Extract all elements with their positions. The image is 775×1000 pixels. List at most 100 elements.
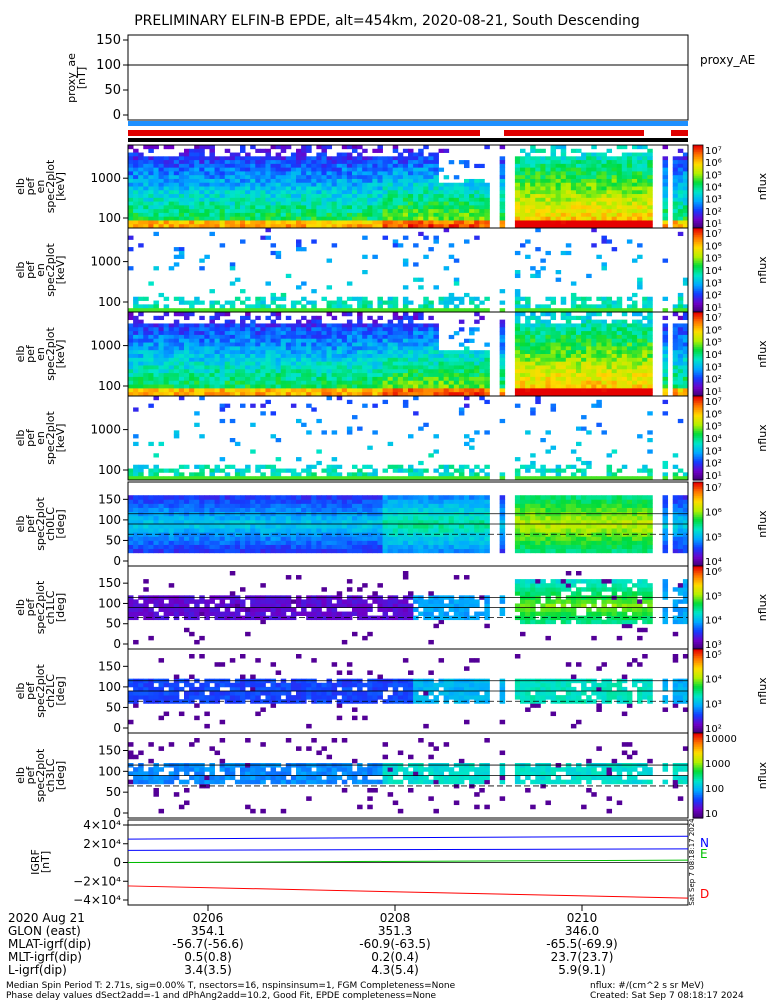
spectrogram-cell: [402, 167, 409, 172]
spectrogram-cell: [662, 376, 669, 382]
spectrogram-cell: [581, 369, 587, 374]
spectrogram-cell: [560, 148, 567, 153]
spectrogram-cell: [138, 182, 144, 187]
spectrogram-cell: [672, 167, 679, 172]
spectrogram-cell: [158, 292, 165, 298]
spectrogram-cell: [357, 468, 363, 473]
spectrogram-cell: [229, 350, 236, 355]
spectrogram-cell: [255, 468, 261, 473]
spectrogram-cell: [250, 354, 256, 359]
spectrogram-cell: [357, 171, 363, 176]
spectrogram-cell: [296, 212, 302, 218]
spectrogram-cell: [168, 220, 175, 225]
spectrogram-cell: [464, 209, 470, 214]
spectrogram-cell: [296, 190, 302, 195]
spectrogram-cell: [296, 285, 302, 290]
spectrogram-cell: [621, 145, 628, 150]
spectrogram-cell: [372, 156, 378, 161]
spectrogram-cell: [280, 296, 287, 301]
spectrogram-cell: [682, 220, 689, 225]
spectrogram-cell: [275, 342, 282, 347]
spectrogram-cell: [530, 369, 536, 374]
spectrogram-cell: [245, 384, 251, 389]
spectrogram-cell: [662, 258, 669, 263]
spectrogram-cell: [682, 304, 689, 309]
spectrogram-cell: [240, 148, 246, 153]
spectrogram-cell: [586, 197, 592, 202]
spectrogram-cell: [336, 472, 343, 477]
spectrogram-cell: [229, 361, 236, 366]
spectrogram-cell: [453, 220, 460, 225]
spectrogram-cell: [362, 300, 368, 305]
spectrogram-cell: [565, 373, 572, 378]
spectrogram-cell: [632, 369, 638, 374]
spectrogram-cell: [133, 388, 139, 393]
spectrogram-cell: [530, 197, 536, 202]
spectrogram-cell: [616, 145, 623, 150]
spectrogram-cell: [591, 388, 597, 393]
spectrogram-cell: [479, 201, 485, 206]
spectrogram-cell: [677, 384, 684, 389]
spectrogram-cell: [423, 194, 429, 199]
spectrogram-cell: [245, 171, 251, 176]
spectrogram-cell: [626, 194, 633, 199]
spectrogram-cell: [382, 354, 389, 359]
spectrogram-cell: [428, 212, 434, 218]
spectrogram-cell: [520, 182, 526, 187]
spectrogram-cell: [372, 205, 378, 210]
spectrogram-cell: [520, 380, 526, 385]
spectrogram-cell: [550, 216, 557, 221]
spectrogram-cell: [591, 205, 597, 210]
spectrogram-cell: [637, 224, 643, 229]
spectrogram-cell: [560, 354, 567, 359]
spectrogram-cell: [647, 190, 653, 195]
spectrogram-cell: [484, 216, 490, 221]
spectrogram-cell: [285, 201, 292, 206]
spectrogram-cell: [133, 441, 139, 447]
spectrogram-cell: [367, 365, 373, 370]
spectrogram-cell: [626, 171, 633, 176]
spectrogram-cell: [682, 197, 689, 202]
spectrogram-cell: [621, 186, 628, 191]
spectrogram-cell: [611, 380, 618, 385]
spectrogram-cell: [402, 350, 409, 355]
spectrogram-cell: [234, 373, 241, 378]
spectrogram-cell: [632, 186, 638, 191]
spectrogram-cell: [601, 262, 607, 267]
spectrogram-cell: [464, 376, 470, 382]
spectrogram-cell: [336, 160, 343, 165]
spectrogram-cell: [352, 167, 358, 172]
spectrogram-cell: [565, 376, 572, 382]
spectrogram-cell: [357, 323, 363, 328]
spectrogram-cell: [413, 277, 419, 282]
colorbar-segment: [693, 219, 703, 222]
spectrogram-cell: [209, 160, 215, 165]
spectrogram-cell: [443, 296, 450, 301]
spectrogram-cell: [290, 365, 297, 370]
spectrogram-cell: [168, 323, 175, 328]
spectrogram-cell: [402, 197, 409, 202]
spectrogram-cell: [413, 186, 419, 191]
spectrogram-cell: [362, 178, 368, 184]
spectrogram-cell: [275, 296, 282, 301]
spectrogram-cell: [438, 212, 445, 218]
spectrogram-cell: [581, 323, 587, 328]
spectrogram-cell: [178, 186, 185, 191]
spectrogram-cell: [138, 201, 144, 206]
spectrogram-cell: [540, 464, 546, 469]
spectrogram-cell: [428, 315, 434, 321]
spectrogram-cell: [586, 163, 592, 169]
spectrogram-cell: [260, 182, 266, 187]
spectrogram-cell: [616, 361, 623, 366]
spectrogram-cell: [545, 354, 551, 359]
spectrogram-cell: [301, 212, 307, 218]
spectrogram-cell: [184, 373, 190, 378]
spectrogram-cell: [285, 186, 292, 191]
spectrogram-cell: [143, 296, 149, 301]
spectrogram-cell: [433, 357, 439, 363]
spectrogram-cell: [418, 152, 424, 157]
spectrogram-cell: [433, 186, 439, 191]
spectrogram-cell: [469, 194, 475, 199]
spectrogram-cell: [637, 194, 643, 199]
spectrogram-cell: [632, 156, 638, 161]
